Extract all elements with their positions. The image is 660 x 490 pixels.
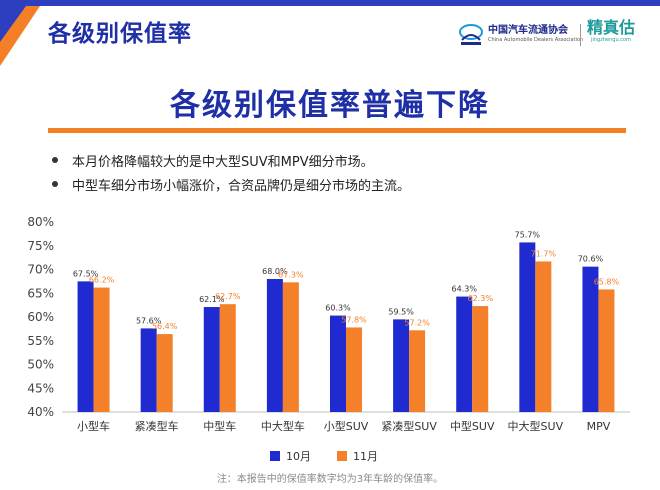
legend-label-11: 11月 [353,450,378,463]
bar-10 [582,266,599,412]
data-label: 75.7% [515,230,541,239]
y-tick-label: 60% [27,310,54,324]
bar-11 [346,327,362,412]
data-label: 67.3% [278,270,304,279]
bar-11 [156,334,173,412]
x-tick-label: 小型车 [77,419,110,433]
bar-10 [140,328,157,412]
data-label: 56.4% [152,322,178,331]
data-label: 60.3% [325,304,351,313]
y-tick-label: 40% [27,405,54,419]
y-tick-label: 45% [27,381,54,395]
data-label: 67.5% [73,269,99,278]
y-tick-label: 80% [27,215,54,229]
header-title: 各级别保值率 [48,21,192,47]
cada-logo-icon [459,24,483,45]
x-tick-label: 紧凑型车 [135,419,179,433]
legend-swatch-11 [337,451,347,461]
data-label: 68.0% [262,267,288,276]
bar-11 [472,306,489,412]
bar-10 [77,281,94,412]
bullet-dot-icon [52,157,58,163]
bar-chart: 40% 45% 50% 55% 60% 65% 70% 75% 80% 67.5%66.2% 小型车… [27,215,630,433]
bar-10 [203,307,220,412]
chart-legend: 10月 11月 [270,448,404,464]
data-label: 71.7% [531,249,557,258]
bullet-item: 中型车细分市场小幅涨价，合资品牌仍是细分市场的主流。 [52,172,410,196]
data-label: 70.6% [578,255,604,264]
data-label: 57.8% [341,315,367,324]
y-tick-label: 75% [27,239,54,253]
data-label: 57.2% [404,318,430,327]
data-label: 57.6% [136,316,162,325]
footnote: 注：本报告中的保值率数字均为3年车龄的保值率。 [216,474,444,485]
data-label: 64.3% [452,285,478,294]
x-tick-label: 中大型车 [261,419,305,433]
bar-11 [598,289,615,412]
y-tick-label: 70% [27,263,54,277]
bar-11 [535,261,552,412]
cada-logo: 中国汽车流通协会 China Automobile Dealers Associ… [458,22,583,46]
cada-logo-en: China Automobile Dealers Association [488,36,584,43]
bar-10 [330,315,346,412]
legend-swatch-10 [270,451,280,461]
bullet-item: 本月价格降幅较大的是中大型SUV和MPV细分市场。 [52,148,410,172]
x-tick-label: 紧凑型SUV [381,419,437,433]
bar-11 [219,304,236,412]
top-accent-strip [0,0,660,6]
title-underline [48,128,626,133]
x-tick-label: 中型车 [203,419,236,433]
jzg-logo-url: jingzhengu.com [591,37,631,43]
data-label: 62.3% [468,294,494,303]
bar-11 [93,287,110,412]
x-tick-label: 中型SUV [450,419,495,433]
bar-10 [393,319,410,412]
bar-11 [409,330,426,412]
x-tick-label: 小型SUV [324,419,369,433]
legend-label-10: 10月 [286,450,311,463]
logo-divider [580,24,581,46]
cada-logo-cn: 中国汽车流通协会 [488,24,568,36]
jzg-logo-cn: 精真估 [587,18,636,37]
main-title: 各级别保值率普遍下降 [170,88,490,123]
y-tick-label: 50% [27,358,54,372]
y-tick-label: 55% [27,334,54,348]
corner-decoration [0,6,40,66]
bullet-list: 本月价格降幅较大的是中大型SUV和MPV细分市场。 中型车细分市场小幅涨价，合资… [52,148,410,196]
y-tick-label: 65% [27,286,54,300]
bar-10 [266,279,283,412]
legend-item-11: 11月 [337,448,378,464]
data-label: 59.5% [388,307,414,316]
bullet-text: 中型车细分市场小幅涨价，合资品牌仍是细分市场的主流。 [72,178,411,194]
data-label: 65.8% [594,277,620,286]
bar-10 [456,296,473,412]
bullet-text: 本月价格降幅较大的是中大型SUV和MPV细分市场。 [72,154,374,170]
x-tick-label: MPV [587,420,611,433]
bar-10 [519,242,536,412]
data-label: 66.2% [89,276,115,285]
jzg-logo: 精真估 jingzhengu.com [587,20,635,43]
x-tick-label: 中大型SUV [508,419,564,433]
legend-item-10: 10月 [270,448,311,464]
data-label: 62.7% [215,292,241,301]
data-label: 62.1% [199,295,225,304]
bullet-dot-icon [52,181,58,187]
bar-11 [282,282,299,412]
